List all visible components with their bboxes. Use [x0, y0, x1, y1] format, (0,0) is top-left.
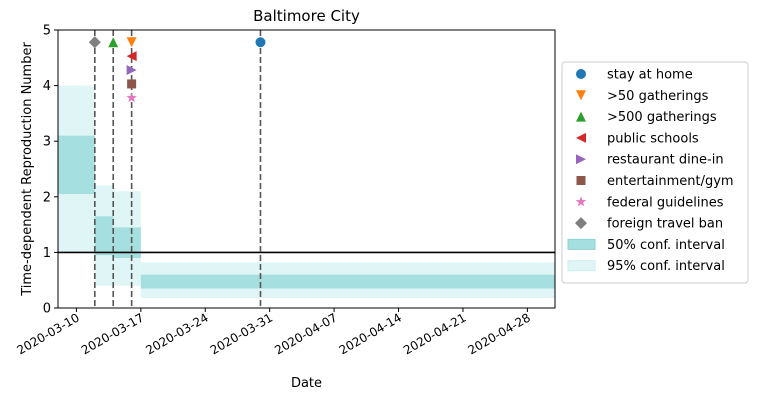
event-marker-7 — [88, 36, 101, 49]
legend-band-swatch-0 — [567, 238, 596, 250]
x-tick-label-4: 2020-04-07 — [272, 310, 339, 357]
ci50-band-1 — [94, 216, 114, 256]
legend-marker-4 — [576, 154, 586, 165]
event-marker-2 — [108, 37, 119, 48]
legend-marker-2 — [576, 111, 586, 122]
legend-band-label-0: 50% conf. interval — [607, 238, 725, 253]
confidence-bands — [58, 85, 556, 298]
event-marker-1 — [126, 37, 137, 48]
legend-label-5: entertainment/gym — [607, 174, 734, 189]
x-tick-label-1: 2020-03-17 — [79, 310, 146, 357]
event-marker-0 — [255, 37, 266, 48]
event-markers — [88, 36, 266, 103]
ci50-band-0 — [58, 135, 95, 195]
y-tick-label-5: 5 — [43, 24, 51, 39]
legend-label-7: foreign travel ban — [607, 217, 723, 232]
legend-band-swatch-1 — [567, 260, 596, 272]
chart-title: Baltimore City — [253, 7, 360, 25]
y-tick-label-1: 1 — [43, 246, 51, 261]
y-axis-label: Time-dependent Reproduction Number — [20, 42, 35, 297]
x-tick-label-5: 2020-04-14 — [337, 310, 404, 357]
legend-label-2: >500 gatherings — [607, 110, 717, 125]
legend-box — [561, 61, 749, 284]
legend-marker-0 — [576, 69, 586, 79]
ci50-band-3 — [140, 274, 556, 289]
event-lines — [94, 30, 262, 308]
x-tick-label-2: 2020-03-24 — [143, 310, 210, 357]
plot-frame — [57, 29, 556, 309]
y-tick-label-4: 4 — [43, 79, 51, 94]
y-tick-label-0: 0 — [43, 302, 51, 317]
event-marker-4 — [126, 65, 137, 76]
y-tick-label-3: 3 — [43, 135, 51, 150]
legend: stay at home >50 gatherings >500 gathering… — [561, 61, 749, 284]
event-marker-3 — [126, 51, 137, 62]
ci50-band-2 — [113, 227, 141, 258]
y-tick-label-2: 2 — [43, 190, 51, 205]
x-axis-ticks: 2020-03-102020-03-172020-03-242020-03-31… — [15, 308, 533, 357]
x-tick-label-6: 2020-04-21 — [401, 310, 468, 357]
legend-label-6: federal guidelines — [607, 195, 724, 210]
y-axis-ticks: 0 1 2 3 4 5 — [43, 24, 58, 317]
x-tick-label-0: 2020-03-10 — [15, 310, 82, 357]
event-marker-6 — [126, 92, 137, 103]
x-axis-label: Date — [291, 376, 322, 391]
x-tick-label-7: 2020-04-28 — [465, 310, 532, 357]
legend-label-0: stay at home — [607, 68, 693, 83]
event-marker-5 — [127, 79, 137, 89]
legend-label-4: restaurant dine-in — [607, 153, 724, 168]
legend-label-1: >50 gatherings — [607, 89, 709, 104]
legend-label-3: public schools — [607, 131, 699, 146]
legend-marker-6 — [575, 196, 587, 207]
legend-marker-5 — [576, 176, 586, 185]
legend-band-label-1: 95% conf. interval — [607, 259, 725, 274]
legend-marker-3 — [576, 132, 586, 143]
legend-marker-7 — [575, 217, 587, 230]
legend-marker-1 — [576, 90, 586, 101]
x-tick-label-3: 2020-03-31 — [208, 310, 275, 357]
